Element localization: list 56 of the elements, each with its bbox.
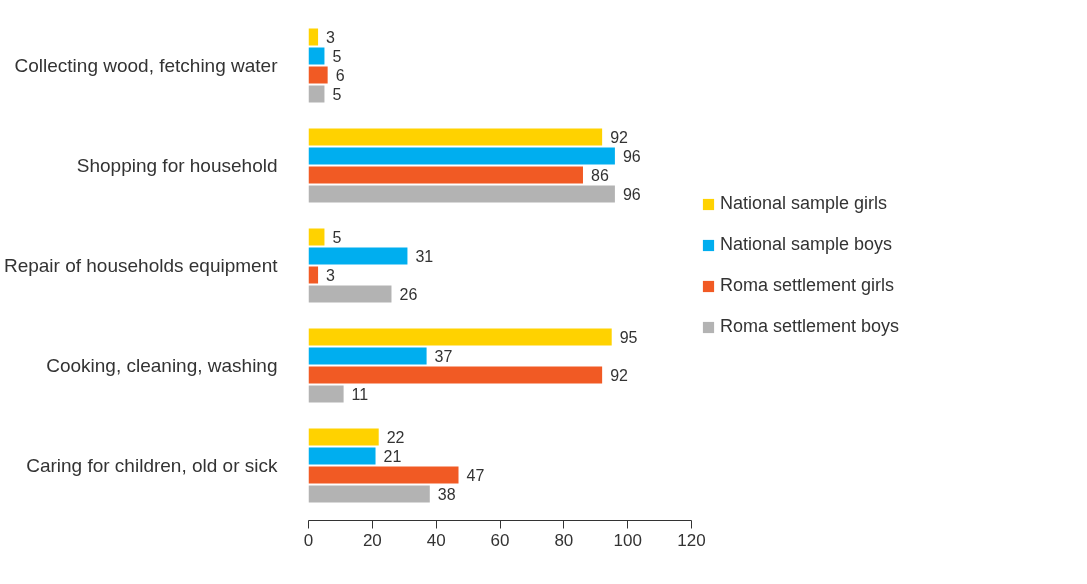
bar: [308, 328, 612, 346]
legend-label: National sample boys: [720, 234, 893, 255]
data-label: 5: [332, 48, 342, 65]
x-tick-label: 100: [613, 530, 642, 550]
x-tick-label: 60: [490, 530, 510, 550]
x-tick-label: 120: [677, 530, 706, 550]
bar: [308, 466, 459, 484]
bar: [308, 85, 325, 103]
data-label: 92: [610, 367, 629, 384]
y-tick-label: Repair of households equipment: [3, 255, 279, 276]
bar: [308, 66, 328, 84]
bar: [308, 285, 392, 303]
bar: [308, 347, 427, 365]
data-label: 6: [335, 67, 345, 84]
y-tick-label: Caring for children, old or sick: [26, 455, 278, 476]
bar: [308, 385, 344, 403]
legend-label: Roma settlement boys: [720, 316, 900, 337]
bar: [308, 266, 319, 284]
bar: [308, 166, 583, 184]
data-label: 96: [622, 186, 641, 203]
bar: [308, 185, 615, 203]
x-tick-label: 40: [426, 530, 446, 550]
data-label: 95: [619, 329, 638, 346]
data-label: 3: [326, 29, 336, 46]
x-tick-label: 0: [303, 530, 314, 550]
data-label: 47: [466, 467, 485, 484]
legend-label: Roma settlement girls: [720, 275, 895, 296]
x-tick-label: 80: [554, 530, 574, 550]
data-label: 5: [332, 86, 342, 103]
data-label: 11: [351, 386, 369, 403]
data-label: 5: [332, 229, 342, 246]
data-label: 86: [590, 167, 609, 184]
bar: [308, 447, 376, 465]
data-label: 22: [386, 429, 405, 446]
bar: [308, 128, 603, 146]
bar: [308, 247, 408, 265]
data-label: 37: [434, 348, 453, 365]
bar: [308, 47, 325, 65]
y-tick-label: Collecting wood, fetching water: [14, 55, 279, 76]
data-label: 26: [399, 286, 418, 303]
data-label: 38: [437, 486, 456, 503]
data-label: 96: [622, 148, 641, 165]
data-label: 21: [383, 448, 402, 465]
bar: [308, 428, 379, 446]
bar: [308, 228, 325, 246]
data-label: 92: [610, 129, 629, 146]
y-tick-label: Cooking, cleaning, washing: [46, 355, 278, 376]
data-label: 31: [415, 248, 434, 265]
bar: [308, 485, 430, 503]
bar: [308, 366, 603, 384]
bar: [308, 28, 319, 46]
legend-label: National sample girls: [720, 193, 888, 214]
y-tick-label: Shopping for household: [76, 155, 278, 176]
bar: [308, 147, 615, 165]
data-label: 3: [326, 267, 336, 284]
x-tick-label: 20: [362, 530, 382, 550]
